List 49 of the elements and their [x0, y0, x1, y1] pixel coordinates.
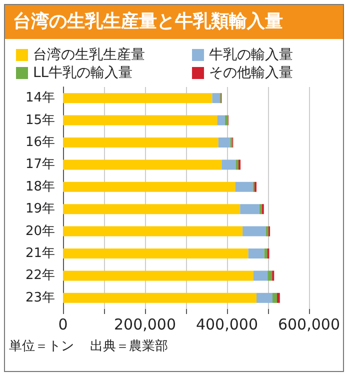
bar [63, 93, 212, 104]
x-tick-label: 600,000 [278, 316, 340, 334]
y-tick-label: 22年 [25, 268, 55, 284]
bar [272, 292, 278, 303]
legend-label: LL牛乳の輸入量 [33, 65, 133, 81]
y-tick-label: 18年 [25, 179, 55, 194]
bar [235, 182, 253, 192]
bar [254, 182, 257, 192]
bar [224, 115, 228, 126]
bar [266, 226, 268, 236]
legend-label: その他輸入量 [209, 65, 293, 81]
y-tick-label: 14年 [25, 90, 55, 106]
bar [248, 248, 264, 258]
x-tick-label: 0 [58, 316, 68, 334]
bar [268, 270, 272, 281]
bar [240, 204, 260, 214]
legend-label: 牛乳の輸入量 [209, 47, 293, 63]
bar [63, 204, 240, 214]
bar [63, 226, 243, 236]
bar [63, 182, 236, 192]
bar [222, 160, 236, 170]
bar [63, 160, 222, 170]
bar [242, 226, 266, 236]
source-note: 出典＝農業部 [90, 339, 168, 354]
bar [63, 270, 254, 281]
x-tick-label: 200,000 [114, 316, 176, 334]
x-tick-label: 400,000 [196, 316, 258, 334]
bar [256, 292, 272, 303]
bar [259, 204, 262, 214]
y-tick-label: 23年 [25, 290, 55, 306]
bar [277, 292, 280, 303]
bar [63, 292, 257, 303]
y-tick-label: 21年 [25, 246, 55, 261]
bar [63, 115, 218, 126]
y-tick-label: 17年 [25, 157, 55, 172]
y-tick-label: 16年 [25, 135, 55, 150]
bar [217, 115, 225, 126]
legend-label: 台湾の生乳生産量 [33, 47, 145, 63]
bar [63, 138, 218, 148]
y-tick-label: 15年 [25, 112, 55, 128]
bar [253, 270, 268, 281]
chart-title: 台湾の生乳生産量と牛乳類輸入量 [5, 5, 343, 39]
y-tick-label: 20年 [25, 224, 55, 239]
text: 単位＝トン [9, 339, 74, 354]
bar [63, 248, 248, 258]
y-tick-label: 19年 [25, 202, 55, 217]
bar [212, 93, 220, 104]
bar [238, 160, 241, 170]
bar [218, 138, 230, 148]
